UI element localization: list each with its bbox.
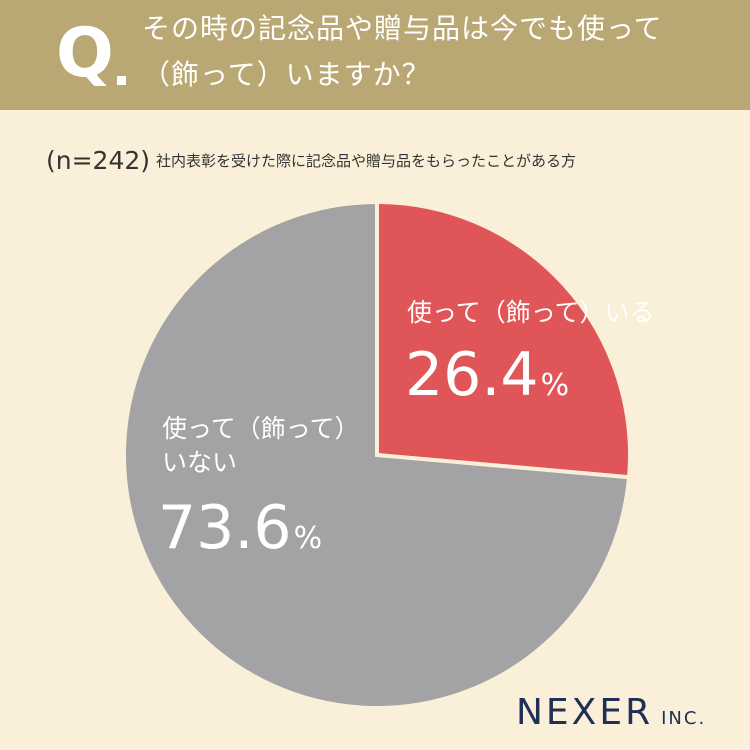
question-text-line1: その時の記念品や贈与品は今でも使って [142,12,663,45]
question-mark-letter: Q [56,14,114,93]
slice-label-used: 使って（飾って）いる [407,298,655,327]
pie-slice-not-used [122,199,632,710]
pie-slice-used [375,199,632,480]
sample-info: (n=242) 社内表彰を受けた際に記念品や贈与品をもらったことがある方 [46,146,576,175]
sample-size: (n=242) [46,146,151,175]
used-percent-sign: % [540,368,570,403]
slice-value-not-used: 73.6% [158,495,322,561]
slice-label-not-used-line1: 使って（飾って） [162,414,360,443]
sample-description: 社内表彰を受けた際に記念品や贈与品をもらったことがある方 [156,152,577,170]
question-header: Q その時の記念品や贈与品は今でも使って （飾って）いますか？ [0,0,750,110]
not-used-percent-number: 73.6 [158,493,292,563]
logo-sub-text: INC. [661,708,707,729]
slice-value-used: 26.4% [405,342,569,408]
question-dot [117,76,126,85]
not-used-percent-sign: % [293,521,323,556]
logo-main-text: NEXER [516,692,654,733]
nexer-logo: NEXER INC. [516,692,706,733]
question-text-line2: （飾って）いますか？ [142,58,431,91]
slice-label-not-used-line2: いない [162,448,238,477]
used-percent-number: 26.4 [405,340,539,410]
